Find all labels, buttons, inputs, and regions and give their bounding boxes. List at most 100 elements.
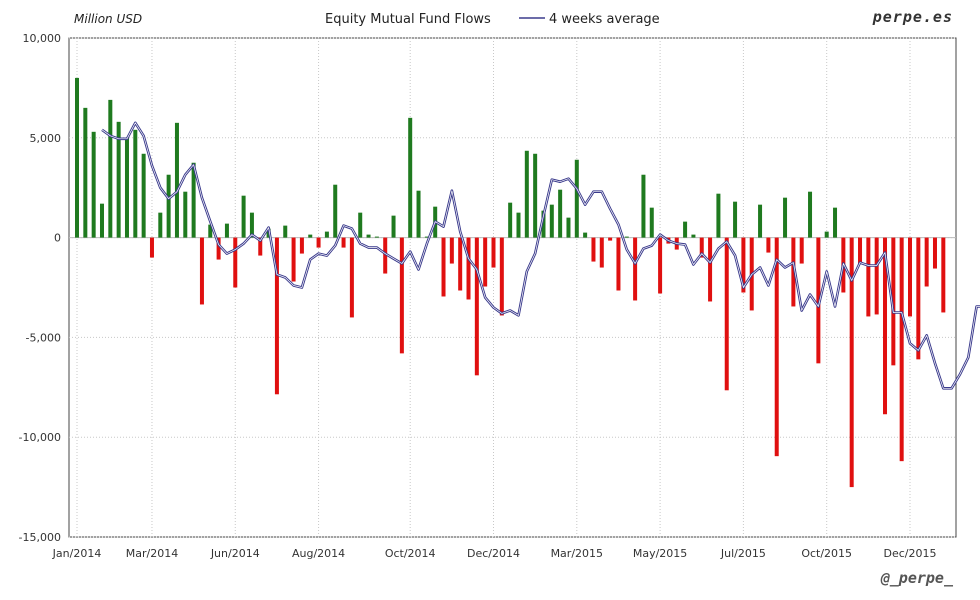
bars-layer: [75, 77, 946, 488]
bar-inflow: [541, 210, 546, 238]
x-tick-label: Dec/2014: [467, 547, 520, 560]
bar-inflow: [416, 190, 421, 238]
bar-inflow: [833, 207, 838, 238]
bar-outflow: [383, 237, 388, 274]
bar-outflow: [499, 237, 504, 316]
bar-inflow: [124, 137, 129, 238]
average-line-highlight: [101, 122, 980, 389]
bar-outflow: [591, 237, 596, 262]
bar-outflow: [466, 237, 471, 300]
legend-label-4-weeks-average: 4 weeks average: [549, 12, 660, 27]
bar-inflow: [366, 234, 371, 238]
bar-inflow: [158, 212, 163, 238]
bar-inflow: [624, 236, 629, 238]
bar-outflow: [341, 237, 346, 248]
bar-inflow: [533, 153, 538, 238]
bar-inflow: [391, 215, 396, 238]
bar-inflow: [424, 236, 429, 238]
bar-inflow: [733, 201, 738, 238]
y-axis: 10,000 5,000 0 -5,000 -10,000 -15,000: [19, 32, 61, 544]
bar-outflow: [458, 237, 463, 291]
bar-inflow: [758, 204, 763, 238]
bar-outflow: [474, 237, 479, 376]
x-tick-label: Jun/2014: [210, 547, 260, 560]
bar-outflow: [899, 237, 904, 462]
bar-inflow: [249, 212, 254, 238]
bar-inflow: [324, 231, 329, 238]
bar-inflow: [408, 117, 413, 238]
bar-outflow: [774, 237, 779, 457]
brand-logo: perpe.es: [872, 8, 953, 26]
bar-outflow: [724, 237, 729, 391]
x-tick-label: Mar/2014: [126, 547, 178, 560]
y-tick-label: 10,000: [23, 32, 62, 45]
bar-inflow: [108, 99, 113, 238]
y-tick-label: -5,000: [26, 331, 61, 344]
bar-inflow: [691, 234, 696, 238]
bar-inflow: [649, 207, 654, 238]
bar-outflow: [799, 237, 804, 264]
bar-outflow: [441, 237, 446, 297]
bar-inflow: [683, 221, 688, 238]
x-tick-label: Aug/2014: [292, 547, 345, 560]
bar-outflow: [658, 237, 663, 294]
y-tick-label: 5,000: [30, 132, 62, 145]
bar-outflow: [608, 237, 613, 241]
bar-outflow: [874, 237, 879, 315]
bar-inflow: [808, 191, 813, 238]
bar-inflow: [333, 184, 338, 238]
bar-outflow: [766, 237, 771, 253]
x-tick-label: Oct/2015: [801, 547, 852, 560]
bar-outflow: [891, 237, 896, 366]
bar-outflow: [316, 237, 321, 248]
bar-inflow: [133, 129, 138, 238]
bar-inflow: [566, 217, 571, 238]
bar-outflow: [216, 237, 221, 260]
line-layer: [101, 121, 980, 390]
bar-inflow: [283, 225, 288, 238]
x-tick-label: Oct/2014: [385, 547, 436, 560]
bar-inflow: [549, 204, 554, 238]
y-tick-label: 0: [54, 232, 61, 245]
bar-outflow: [274, 237, 279, 395]
bar-inflow: [824, 231, 829, 238]
bar-inflow: [574, 159, 579, 238]
bar-inflow: [516, 212, 521, 238]
chart-title: Equity Mutual Fund Flows: [325, 12, 491, 27]
bar-inflow: [183, 191, 188, 238]
x-tick-label: Jan/2014: [52, 547, 102, 560]
bar-outflow: [483, 237, 488, 287]
bar-outflow: [932, 237, 937, 269]
bar-inflow: [558, 189, 563, 238]
bar-inflow: [308, 234, 313, 238]
author-handle: @_perpe_: [880, 569, 954, 587]
bar-inflow: [116, 121, 121, 238]
bar-inflow: [716, 193, 721, 238]
bar-outflow: [491, 237, 496, 268]
bar-outflow: [816, 237, 821, 364]
bar-outflow: [291, 237, 296, 282]
bar-outflow: [883, 237, 888, 415]
bar-outflow: [908, 237, 912, 317]
x-tick-label: Dec/2015: [884, 547, 937, 560]
bar-inflow: [224, 223, 229, 238]
bar-inflow: [75, 77, 79, 238]
x-tick-label: May/2015: [633, 547, 687, 560]
bar-inflow: [358, 212, 363, 238]
bar-inflow: [91, 131, 96, 238]
bar-outflow: [858, 237, 863, 264]
bar-outflow: [199, 237, 204, 305]
bar-outflow: [699, 237, 704, 258]
bar-inflow: [508, 202, 513, 238]
unit-label: Million USD: [74, 12, 142, 26]
bar-inflow: [141, 153, 146, 238]
bar-inflow: [783, 197, 788, 238]
bar-inflow: [83, 107, 88, 238]
bar-outflow: [633, 237, 638, 301]
bar-outflow: [791, 237, 796, 307]
y-tick-label: -15,000: [19, 531, 61, 544]
bar-inflow: [191, 162, 196, 238]
bar-outflow: [349, 237, 354, 318]
bar-inflow: [166, 174, 171, 238]
bar-outflow: [741, 237, 746, 293]
